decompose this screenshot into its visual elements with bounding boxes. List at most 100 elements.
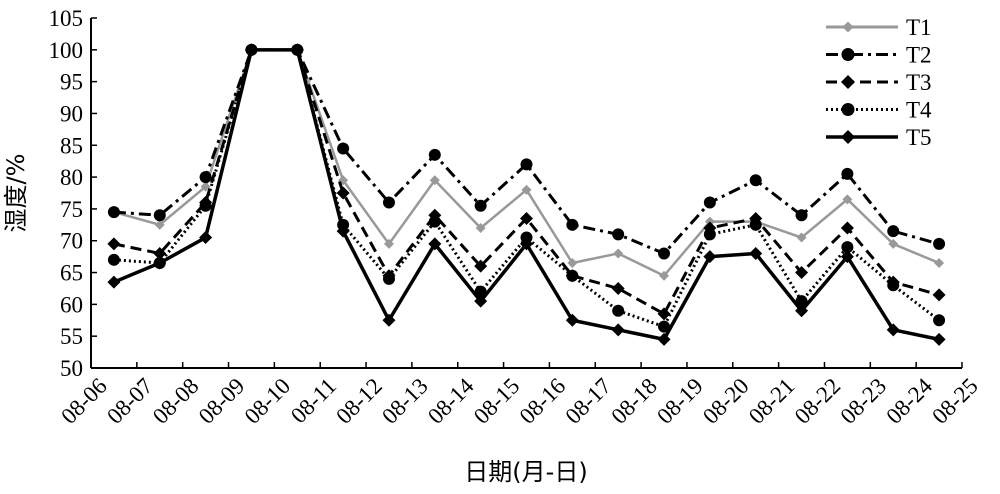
data-point-marker	[658, 320, 671, 333]
y-tick-label: 60	[60, 292, 83, 317]
x-tick-label: 08-08	[148, 373, 204, 429]
series-t5	[107, 43, 946, 346]
data-point-marker	[613, 248, 624, 259]
x-tick-label: 08-12	[331, 373, 387, 429]
data-point-marker	[934, 258, 945, 268]
x-tick-label: 08-13	[377, 373, 433, 429]
data-point-marker	[840, 250, 854, 264]
data-point-marker	[520, 211, 533, 225]
legend-label: T1	[906, 15, 932, 40]
legend-item-t3: T3	[826, 70, 932, 95]
data-point-marker	[428, 215, 441, 228]
x-tick-label: 08-23	[836, 373, 892, 429]
y-tick-label: 90	[60, 101, 83, 126]
data-point-marker	[290, 43, 304, 57]
data-point-marker	[887, 225, 900, 238]
series-layer	[107, 43, 946, 346]
legend-label: T3	[906, 70, 932, 95]
data-point-marker	[336, 224, 350, 238]
x-tick-label: 08-25	[927, 373, 983, 429]
y-tick-label: 50	[60, 356, 83, 381]
data-point-marker	[567, 258, 578, 268]
data-point-marker	[474, 294, 488, 308]
y-tick-label: 85	[60, 133, 83, 158]
data-point-marker	[428, 237, 442, 251]
data-point-marker	[749, 218, 762, 231]
data-point-marker	[932, 288, 946, 302]
x-tick-label: 08-15	[469, 373, 525, 429]
data-point-marker	[337, 142, 350, 155]
y-tick-label: 95	[60, 70, 83, 95]
data-point-marker	[840, 221, 854, 235]
data-point-marker	[520, 237, 533, 251]
data-point-marker	[474, 259, 488, 273]
data-point-marker	[749, 246, 763, 260]
data-point-marker	[566, 269, 579, 282]
x-tick-label: 08-18	[606, 373, 662, 429]
x-tick-label: 08-22	[790, 373, 846, 429]
data-point-marker	[841, 241, 854, 254]
data-point-marker	[382, 196, 395, 209]
x-tick-label: 08-07	[102, 373, 158, 429]
data-point-marker	[199, 171, 212, 184]
x-tick-label: 08-19	[652, 373, 708, 429]
data-point-marker	[154, 219, 165, 230]
data-point-marker	[842, 194, 853, 205]
data-point-marker	[703, 196, 716, 209]
data-point-marker	[611, 281, 625, 295]
data-point-marker	[244, 43, 258, 57]
legend-label: T5	[906, 125, 932, 150]
y-tick-label: 55	[60, 324, 83, 349]
data-point-marker	[795, 266, 809, 280]
data-point-marker	[107, 253, 120, 266]
data-point-marker	[428, 148, 441, 161]
y-tick-label: 75	[60, 197, 83, 222]
data-point-marker	[566, 218, 579, 231]
data-point-marker	[933, 237, 946, 250]
data-point-marker	[795, 304, 809, 318]
data-point-marker	[886, 323, 900, 337]
data-point-marker	[841, 103, 855, 116]
y-tick-label: 65	[60, 261, 83, 286]
data-point-marker	[199, 199, 212, 212]
data-point-marker	[474, 199, 487, 212]
y-tick-label: 70	[60, 229, 83, 254]
data-point-marker	[153, 209, 166, 222]
data-point-marker	[841, 130, 855, 144]
data-point-marker	[841, 167, 854, 180]
legend-label: T4	[906, 98, 932, 123]
x-tick-label: 08-16	[515, 373, 571, 429]
x-tick-label: 08-17	[560, 373, 616, 429]
data-point-marker	[382, 272, 395, 285]
data-point-marker	[382, 313, 396, 327]
data-point-marker	[107, 206, 120, 219]
y-tick-label: 80	[60, 165, 83, 190]
legend-item-t4: T4	[826, 98, 932, 123]
legend-item-t5: T5	[826, 125, 932, 150]
data-point-marker	[520, 158, 533, 171]
x-axis-ticks: 08-0608-0708-0808-0908-1008-1108-1208-13…	[56, 362, 983, 429]
legend-item-t1: T1	[826, 15, 932, 40]
data-point-marker	[795, 209, 808, 222]
data-point-marker	[336, 186, 350, 200]
x-tick-label: 08-14	[423, 373, 479, 429]
data-point-marker	[611, 323, 625, 337]
data-point-marker	[933, 314, 946, 327]
x-tick-label: 08-21	[744, 373, 800, 429]
data-point-marker	[749, 174, 762, 187]
data-point-marker	[841, 75, 855, 89]
data-point-marker	[199, 231, 213, 245]
y-tick-label: 105	[49, 6, 84, 31]
x-tick-label: 08-24	[881, 373, 937, 429]
data-point-marker	[107, 237, 121, 251]
data-point-marker	[703, 228, 716, 241]
data-point-marker	[383, 238, 394, 249]
data-point-marker	[658, 247, 671, 260]
legend-label: T2	[906, 43, 932, 68]
y-tick-label: 100	[49, 38, 84, 63]
y-axis-title: 湿度/%	[2, 154, 30, 233]
data-point-marker	[659, 270, 670, 281]
data-point-marker	[107, 275, 121, 289]
x-tick-label: 08-09	[194, 373, 250, 429]
